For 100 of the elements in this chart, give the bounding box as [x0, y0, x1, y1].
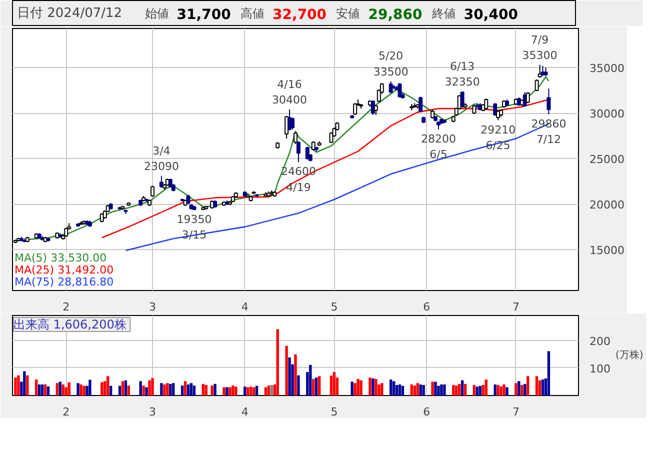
bar [431, 382, 434, 396]
bar [434, 382, 437, 396]
y-tick-label: 20000 [590, 198, 624, 212]
bar [232, 386, 234, 396]
bar [460, 380, 464, 396]
bar [372, 378, 374, 396]
candlestick [418, 96, 423, 113]
bar [121, 381, 124, 396]
bar [526, 376, 530, 396]
candlestick [388, 80, 393, 94]
bar [142, 386, 145, 396]
bar [163, 384, 166, 396]
candlestick [546, 88, 551, 115]
bar [148, 380, 151, 396]
bar [332, 372, 336, 396]
candlestick [430, 108, 435, 120]
bar [151, 378, 154, 396]
bar [58, 382, 62, 396]
bar [204, 385, 208, 396]
bar [222, 387, 226, 396]
bar [547, 351, 550, 396]
text: 安値 29,860 [336, 6, 423, 23]
bar [192, 386, 196, 396]
y-axis-title: (万株) [615, 349, 644, 361]
bar [496, 385, 500, 396]
bar [297, 375, 300, 396]
candlestick [534, 78, 539, 92]
bar [398, 384, 402, 396]
bar [392, 381, 396, 396]
bar [14, 378, 17, 396]
bar [210, 386, 214, 396]
bar [127, 386, 130, 396]
bar [440, 384, 443, 396]
bar [252, 387, 256, 396]
y-tick-label: 100 [590, 362, 610, 376]
bar [395, 385, 398, 396]
series-label: MA(5) 33,530.00 [14, 252, 107, 264]
bar [276, 329, 279, 396]
candlestick [370, 100, 375, 116]
bar [502, 384, 506, 396]
text: 高値 32,700 [240, 6, 327, 23]
bar [169, 384, 172, 396]
bar [56, 383, 59, 396]
bar [413, 386, 416, 396]
bar [124, 380, 128, 396]
bar [464, 384, 467, 396]
candlestick [150, 185, 154, 198]
bar [535, 376, 538, 396]
x-tick-label: 7 [512, 406, 520, 418]
x-tick-label: 4 [241, 300, 248, 314]
bar [255, 386, 258, 396]
candlestick [472, 104, 476, 115]
bar [538, 380, 542, 396]
bar [330, 376, 333, 396]
bar [518, 381, 520, 396]
text: 終値 30,400 [430, 6, 518, 23]
annotation: 6/13 32350 [444, 60, 480, 89]
x-tick-label: 7 [512, 300, 520, 314]
bar [23, 371, 26, 396]
bar [374, 378, 378, 396]
bar [228, 387, 232, 396]
bar [354, 383, 356, 396]
bar [234, 386, 238, 396]
candlestick [296, 140, 300, 163]
candlestick [290, 117, 295, 130]
bar [350, 382, 354, 396]
bar [68, 382, 70, 396]
bar [160, 383, 163, 396]
bar [443, 384, 446, 396]
candlestick [484, 98, 488, 110]
candlestick [294, 132, 298, 145]
x-tick-label: 6 [423, 300, 430, 314]
bar [109, 386, 112, 396]
bar [410, 384, 414, 396]
bar [437, 386, 440, 396]
annotation: 29860 7/12 [531, 117, 566, 146]
bar [145, 387, 148, 396]
bar [312, 378, 315, 396]
bar [226, 387, 228, 396]
candlestick [526, 92, 530, 104]
bar [476, 386, 479, 396]
bar [80, 384, 82, 396]
x-tick-label: 5 [330, 406, 338, 418]
annotation: 5/20 33500 [373, 50, 408, 78]
annotation: 4/16 30400 [272, 78, 308, 106]
bar [100, 382, 104, 396]
bar [506, 387, 508, 396]
bar [264, 387, 268, 396]
x-tick-label: 2 [62, 300, 70, 314]
bar [190, 383, 193, 396]
bar [520, 385, 524, 396]
annotation: 3/4 23090 [144, 144, 179, 173]
bar [356, 378, 360, 396]
bar [106, 376, 110, 396]
bar [82, 386, 86, 396]
y-tick-label: 25000 [590, 153, 624, 166]
bar [524, 384, 526, 396]
bar [368, 378, 372, 396]
bar [88, 380, 92, 396]
x-tick-label: 5 [330, 300, 338, 314]
